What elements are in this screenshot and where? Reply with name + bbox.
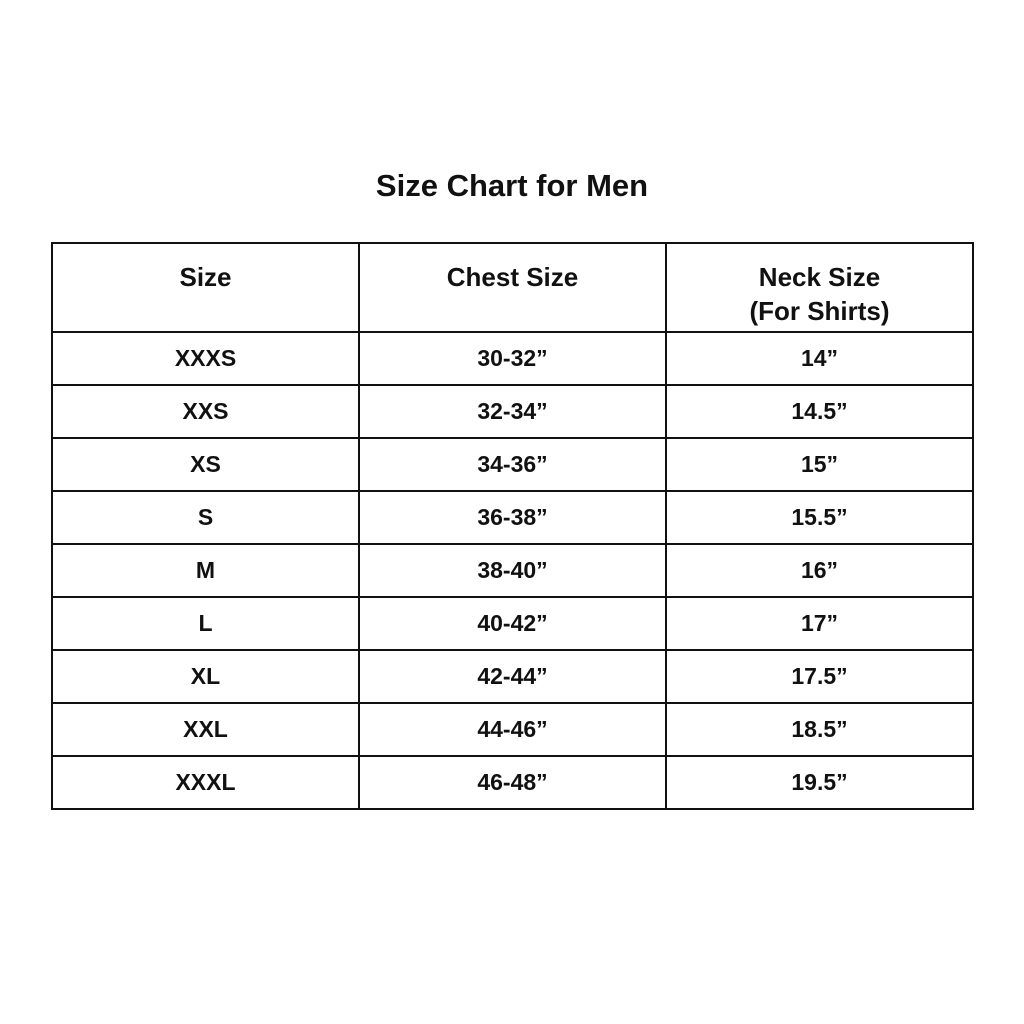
cell-chest-size: 38-40” (358, 543, 667, 598)
cell-neck-size: 14” (665, 331, 974, 386)
cell-size: XXXS (51, 331, 360, 386)
page-title: Size Chart for Men (375, 168, 649, 203)
header-neck-size-note: (For Shirts) (749, 296, 890, 326)
cell-chest-size: 44-46” (358, 702, 667, 757)
cell-neck-size: 16” (665, 543, 974, 598)
header-neck-size: Neck Size (For Shirts) (665, 242, 974, 333)
cell-neck-size: 17” (665, 596, 974, 651)
table-row: M 38-40” 16” (51, 543, 974, 598)
cell-size: XXS (51, 384, 360, 439)
cell-size: XS (51, 437, 360, 492)
cell-size: L (51, 596, 360, 651)
table-row: XXL 44-46” 18.5” (51, 702, 974, 757)
cell-chest-size: 42-44” (358, 649, 667, 704)
cell-chest-size: 36-38” (358, 490, 667, 545)
cell-neck-size: 19.5” (665, 755, 974, 810)
cell-chest-size: 40-42” (358, 596, 667, 651)
cell-chest-size: 46-48” (358, 755, 667, 810)
header-chest-size: Chest Size (358, 242, 667, 333)
cell-size: XL (51, 649, 360, 704)
header-row: Size Chest Size Neck Size (For Shirts) (51, 242, 974, 333)
cell-chest-size: 34-36” (358, 437, 667, 492)
cell-neck-size: 17.5” (665, 649, 974, 704)
table-row: XXXS 30-32” 14” (51, 331, 974, 386)
cell-neck-size: 15.5” (665, 490, 974, 545)
cell-neck-size: 15” (665, 437, 974, 492)
size-chart-table: Size Chest Size Neck Size (For Shirts) XX… (51, 242, 974, 810)
table-row: XXXL 46-48” 19.5” (51, 755, 974, 810)
table-row: L 40-42” 17” (51, 596, 974, 651)
header-neck-size-label: Neck Size (758, 262, 881, 292)
cell-chest-size: 32-34” (358, 384, 667, 439)
cell-neck-size: 18.5” (665, 702, 974, 757)
header-size: Size (51, 242, 360, 333)
table-row: XS 34-36” 15” (51, 437, 974, 492)
cell-chest-size: 30-32” (358, 331, 667, 386)
cell-neck-size: 14.5” (665, 384, 974, 439)
cell-size: XXXL (51, 755, 360, 810)
cell-size: M (51, 543, 360, 598)
cell-size: S (51, 490, 360, 545)
cell-size: XXL (51, 702, 360, 757)
table-row: XXS 32-34” 14.5” (51, 384, 974, 439)
table-row: S 36-38” 15.5” (51, 490, 974, 545)
table-row: XL 42-44” 17.5” (51, 649, 974, 704)
